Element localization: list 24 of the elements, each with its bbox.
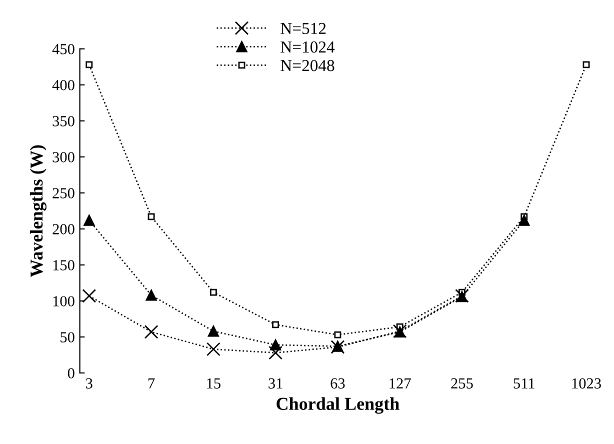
- x-tick-label: 511: [514, 378, 534, 389]
- legend-label: N=2048: [280, 60, 334, 72]
- y-tick-label: 400: [52, 80, 74, 90]
- y-tick-label: 50: [60, 332, 74, 342]
- y-tick-label: 250: [52, 188, 74, 198]
- y-tick-label: 300: [52, 152, 74, 162]
- y-tick-label: 150: [53, 260, 74, 270]
- y-tick-label: 0: [68, 368, 74, 378]
- legend-label: N=512: [280, 22, 326, 34]
- y-tick-label: 450: [52, 44, 74, 54]
- y-tick-label: 350: [52, 116, 74, 126]
- x-tick-label: 127: [390, 378, 411, 388]
- x-tick-label: 15: [207, 378, 220, 389]
- x-axis-title: Chordal Length: [276, 397, 400, 414]
- x-tick-label: 7: [148, 378, 155, 388]
- y-axis-title: Wavelengths (W): [30, 145, 46, 278]
- x-tick-label: 63: [330, 378, 345, 389]
- x-tick-label: 1023: [572, 378, 601, 389]
- y-tick-label: 100: [53, 296, 74, 306]
- x-tick-label: 255: [451, 378, 473, 389]
- x-tick-label: 3: [86, 378, 92, 389]
- legend-label: N=1024: [280, 41, 335, 53]
- x-tick-label: 31: [268, 378, 282, 389]
- y-tick-label: 200: [52, 224, 74, 234]
